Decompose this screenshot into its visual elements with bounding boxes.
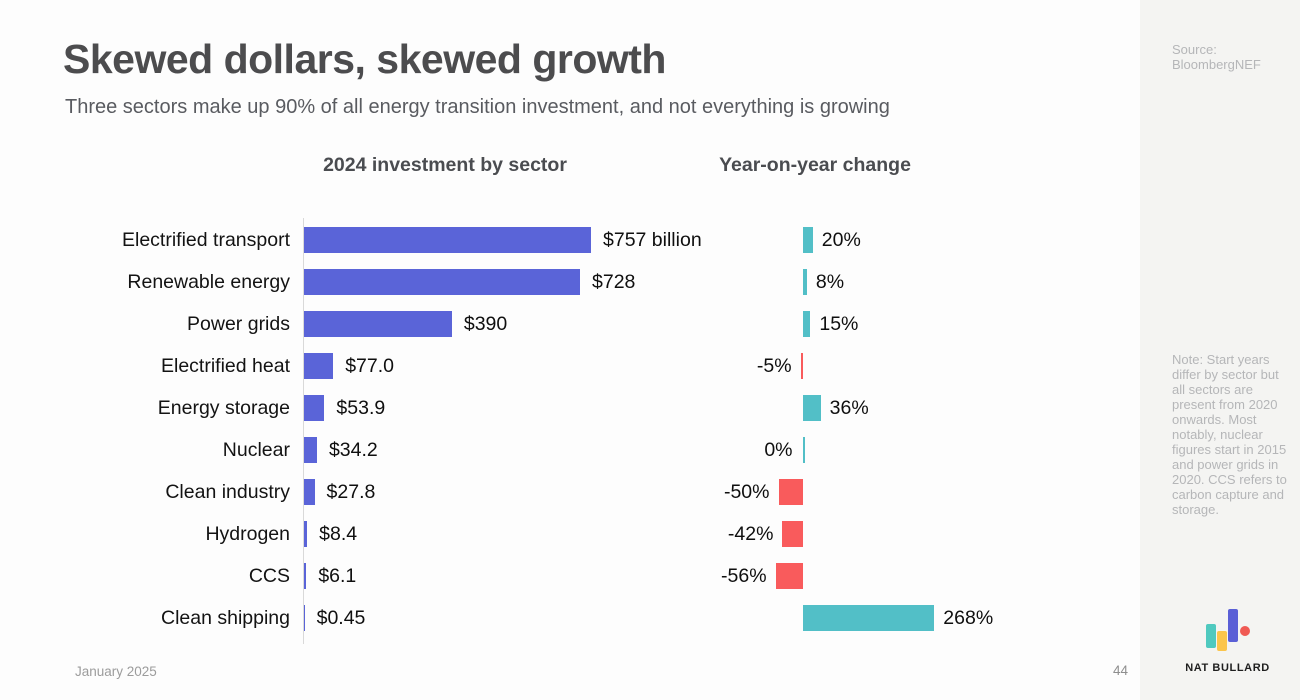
logo-teal-bar-icon (1206, 624, 1216, 648)
sector-label: Nuclear (222, 439, 290, 461)
yoy-value: 15% (819, 313, 859, 335)
investment-bar (304, 353, 334, 379)
investment-value: $8.4 (319, 523, 358, 545)
investment-axis-line (303, 218, 304, 644)
yoy-value: 268% (943, 607, 994, 629)
investment-bar (304, 437, 317, 463)
yoy-bar (775, 563, 803, 589)
logo-red-dot-icon (1240, 626, 1250, 636)
investment-value: $34.2 (328, 439, 378, 461)
investment-bar (304, 479, 315, 505)
sector-label: Power grids (187, 313, 290, 335)
yoy-value: 36% (829, 397, 869, 419)
investment-chart-header: 2024 investment by sector (323, 154, 567, 176)
yoy-value: -5% (756, 355, 792, 377)
yoy-chart-header: Year-on-year change (719, 154, 911, 176)
yoy-value: -42% (727, 523, 774, 545)
logo-yellow-bar-icon (1217, 631, 1227, 651)
investment-value: $728 (592, 271, 636, 293)
yoy-value: -56% (721, 565, 767, 587)
investment-value: $6.1 (318, 565, 357, 587)
sector-label: Electrified transport (122, 229, 290, 251)
investment-bar (304, 605, 305, 631)
page-title: Skewed dollars, skewed growth (63, 36, 666, 82)
investment-bar (304, 521, 308, 547)
source-note: Source: BloombergNEF (1172, 42, 1261, 72)
footnote: Note: Start years differ by sector but a… (1172, 352, 1287, 517)
yoy-bar (782, 521, 803, 547)
sector-label: Clean shipping (160, 607, 290, 629)
investment-value: $77.0 (345, 355, 394, 377)
logo-blue-bar-icon (1228, 609, 1238, 642)
yoy-value: 20% (821, 229, 861, 251)
investment-bar (304, 311, 452, 337)
sector-label: Hydrogen (205, 523, 290, 545)
yoy-bar (803, 395, 821, 421)
sector-label: Renewable energy (127, 271, 290, 293)
yoy-value: -50% (723, 481, 770, 503)
investment-bar (304, 563, 307, 589)
yoy-value: 8% (815, 271, 845, 293)
investment-bar (304, 227, 591, 253)
sector-label: Electrified heat (161, 355, 290, 377)
page-subtitle: Three sectors make up 90% of all energy … (65, 96, 890, 118)
brand-name: NAT BULLARD (1185, 662, 1270, 674)
investment-value: $0.45 (316, 607, 366, 629)
investment-value: $27.8 (326, 481, 376, 503)
investment-value: $390 (463, 313, 508, 335)
yoy-value: 0% (764, 439, 793, 461)
yoy-bar (803, 269, 807, 295)
investment-value: $757 billion (603, 229, 702, 251)
investment-value: $53.9 (336, 397, 386, 419)
sidebar: Source: BloombergNEF Note: Start years d… (1140, 0, 1300, 700)
yoy-bar (803, 311, 811, 337)
sector-label: CCS (248, 565, 290, 587)
investment-bar (304, 269, 580, 295)
yoy-bar (803, 437, 805, 463)
sector-label: Clean industry (165, 481, 290, 503)
footer-date: January 2025 (75, 664, 157, 679)
page-number: 44 (1112, 663, 1128, 678)
yoy-bar (803, 605, 935, 631)
yoy-bar (800, 353, 803, 379)
yoy-bar (778, 479, 803, 505)
sector-label: Energy storage (157, 397, 290, 419)
investment-bar (304, 395, 325, 421)
nat-bullard-logo: NAT BULLARD (1185, 600, 1270, 680)
yoy-bar (803, 227, 813, 253)
